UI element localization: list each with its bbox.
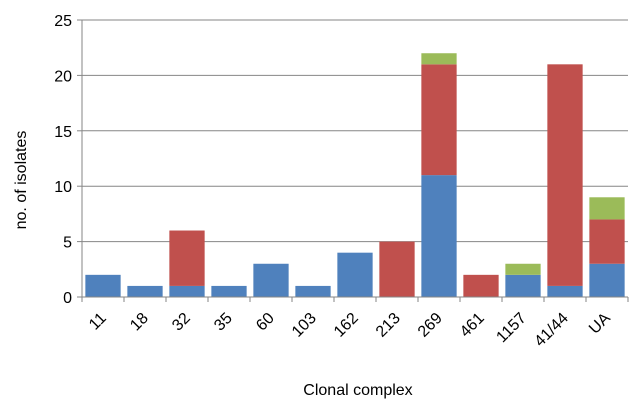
x-tick-label: 11 [86,310,110,334]
x-tick-label: 35 [211,310,236,335]
bar-segment-269-s0 [421,175,457,297]
bar-segment-UA-s1 [589,219,625,264]
y-axis-title: no. of isolates [13,131,30,230]
y-tick-labels: 0 5 10 15 20 25 [54,13,72,307]
y-tick-label: 15 [54,124,72,141]
bars [85,53,625,297]
x-tick-label: 1157 [493,310,529,346]
x-axis-title: Clonal complex [303,382,412,399]
y-tick-label: 25 [54,13,72,30]
x-tick-label: 213 [373,310,404,341]
y-tick-label: 5 [63,235,72,252]
bar-segment-41-44-s1 [547,64,583,286]
bar-segment-32-s1 [169,230,205,286]
x-tick-label: 162 [331,310,362,341]
bar-segment-1157-s0 [505,274,541,297]
axes [77,19,629,302]
bar-segment-269-s2 [421,53,457,65]
bar-segment-162-s0 [337,252,373,297]
gridlines [82,19,628,243]
x-tick-label: UA [586,310,614,338]
bar-segment-269-s1 [421,64,457,176]
bar-segment-213-s1 [379,241,415,297]
y-tick-label: 0 [63,290,72,307]
bar-segment-UA-s0 [589,263,625,297]
bar-segment-461-s1 [463,274,499,297]
x-tick-label: 60 [253,310,278,335]
x-tick-label: 103 [289,310,320,341]
x-tick-labels: 11 18 32 35 60 103 162 213 269 461 1157 41/44 UA [86,310,614,351]
bar-segment-41-44-s0 [547,285,583,297]
x-tick-label: 461 [457,310,488,341]
y-tick-label: 10 [54,179,72,196]
bar-segment-UA-s2 [589,197,625,220]
bar-segment-18-s0 [127,285,163,297]
bar-segment-1157-s2 [505,263,541,275]
bar-segment-103-s0 [295,285,331,297]
x-tick-label: 269 [415,310,446,341]
x-tick-label: 32 [169,310,194,335]
bar-segment-60-s0 [253,263,289,297]
bar-segment-32-s0 [169,285,205,297]
y-tick-label: 20 [54,68,72,85]
bar-segment-35-s0 [211,285,247,297]
bar-segment-11-s0 [85,274,121,297]
x-tick-label: 18 [127,310,152,335]
x-tick-label: 41/44 [531,310,571,350]
